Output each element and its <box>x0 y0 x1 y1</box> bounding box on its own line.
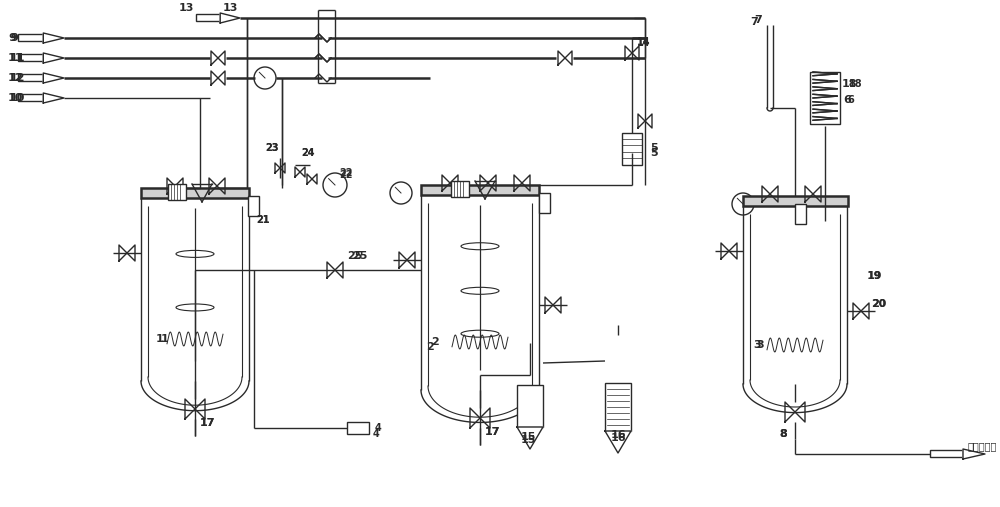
Polygon shape <box>605 431 631 453</box>
Text: 17: 17 <box>199 418 215 428</box>
Text: 6: 6 <box>847 95 854 105</box>
Text: 24: 24 <box>301 148 315 158</box>
Bar <box>18 94 43 101</box>
Text: 3: 3 <box>753 340 761 350</box>
Text: 19: 19 <box>867 271 883 281</box>
Text: 19: 19 <box>868 271 882 281</box>
Text: 9: 9 <box>10 33 18 43</box>
Text: 18: 18 <box>841 79 857 89</box>
Text: 14: 14 <box>637 38 651 48</box>
Text: 24: 24 <box>301 148 315 158</box>
Text: 20: 20 <box>872 299 886 309</box>
Polygon shape <box>963 449 985 459</box>
Polygon shape <box>43 53 64 63</box>
Bar <box>743 196 848 206</box>
Text: 1: 1 <box>156 334 164 344</box>
Text: 20: 20 <box>871 299 887 309</box>
Text: 17: 17 <box>199 418 215 428</box>
Text: 去精制工段: 去精制工段 <box>968 441 997 451</box>
Text: 2: 2 <box>431 337 439 347</box>
Text: 10: 10 <box>10 93 25 103</box>
Polygon shape <box>517 427 543 449</box>
Text: 13: 13 <box>178 3 194 13</box>
Polygon shape <box>43 73 64 83</box>
Text: 16: 16 <box>610 433 626 443</box>
Bar <box>141 188 249 198</box>
Text: 7: 7 <box>754 15 762 25</box>
Text: 23: 23 <box>265 143 279 153</box>
Polygon shape <box>43 33 64 43</box>
Text: 13: 13 <box>222 3 238 13</box>
Bar <box>605 383 631 431</box>
Bar <box>18 74 43 81</box>
Text: 2: 2 <box>426 342 434 352</box>
Text: 16: 16 <box>610 430 626 440</box>
Text: 4: 4 <box>373 429 379 439</box>
Bar <box>18 54 43 61</box>
Text: 17: 17 <box>484 427 500 437</box>
Text: 6: 6 <box>843 95 851 105</box>
Text: 18: 18 <box>849 79 863 89</box>
Text: 11: 11 <box>8 53 24 63</box>
Bar <box>248 196 259 216</box>
Bar <box>930 450 963 457</box>
Text: 15: 15 <box>520 432 536 442</box>
Text: 5: 5 <box>650 143 658 153</box>
Text: 15: 15 <box>520 435 536 445</box>
Polygon shape <box>220 13 240 23</box>
Bar <box>451 181 469 197</box>
Text: 12: 12 <box>10 73 26 83</box>
Text: 12: 12 <box>8 73 24 83</box>
Text: 21: 21 <box>256 215 270 225</box>
Bar <box>795 204 806 224</box>
Text: 22: 22 <box>339 168 353 178</box>
Text: 22: 22 <box>339 170 353 180</box>
Text: 4: 4 <box>375 423 381 433</box>
Bar <box>517 385 543 427</box>
Text: 21: 21 <box>256 215 270 225</box>
Bar <box>18 34 43 41</box>
Text: 8: 8 <box>779 429 787 439</box>
Text: 17: 17 <box>484 427 500 437</box>
Text: 8: 8 <box>779 429 787 439</box>
Text: 14: 14 <box>637 37 651 47</box>
Bar <box>539 193 550 213</box>
Bar <box>196 14 220 21</box>
Bar <box>421 185 539 195</box>
Bar <box>168 184 186 200</box>
Text: 5: 5 <box>650 148 658 158</box>
Text: 3: 3 <box>756 340 764 350</box>
Polygon shape <box>43 93 64 103</box>
Text: 1: 1 <box>161 334 169 344</box>
Text: 10: 10 <box>8 93 23 103</box>
Text: 25: 25 <box>347 251 363 261</box>
Bar <box>347 422 369 434</box>
Text: 25: 25 <box>352 251 368 261</box>
Bar <box>810 72 840 124</box>
Bar <box>622 133 642 165</box>
Text: 9: 9 <box>8 33 16 43</box>
Text: 11: 11 <box>10 53 26 63</box>
Text: 23: 23 <box>265 143 279 153</box>
Text: 7: 7 <box>750 17 758 27</box>
